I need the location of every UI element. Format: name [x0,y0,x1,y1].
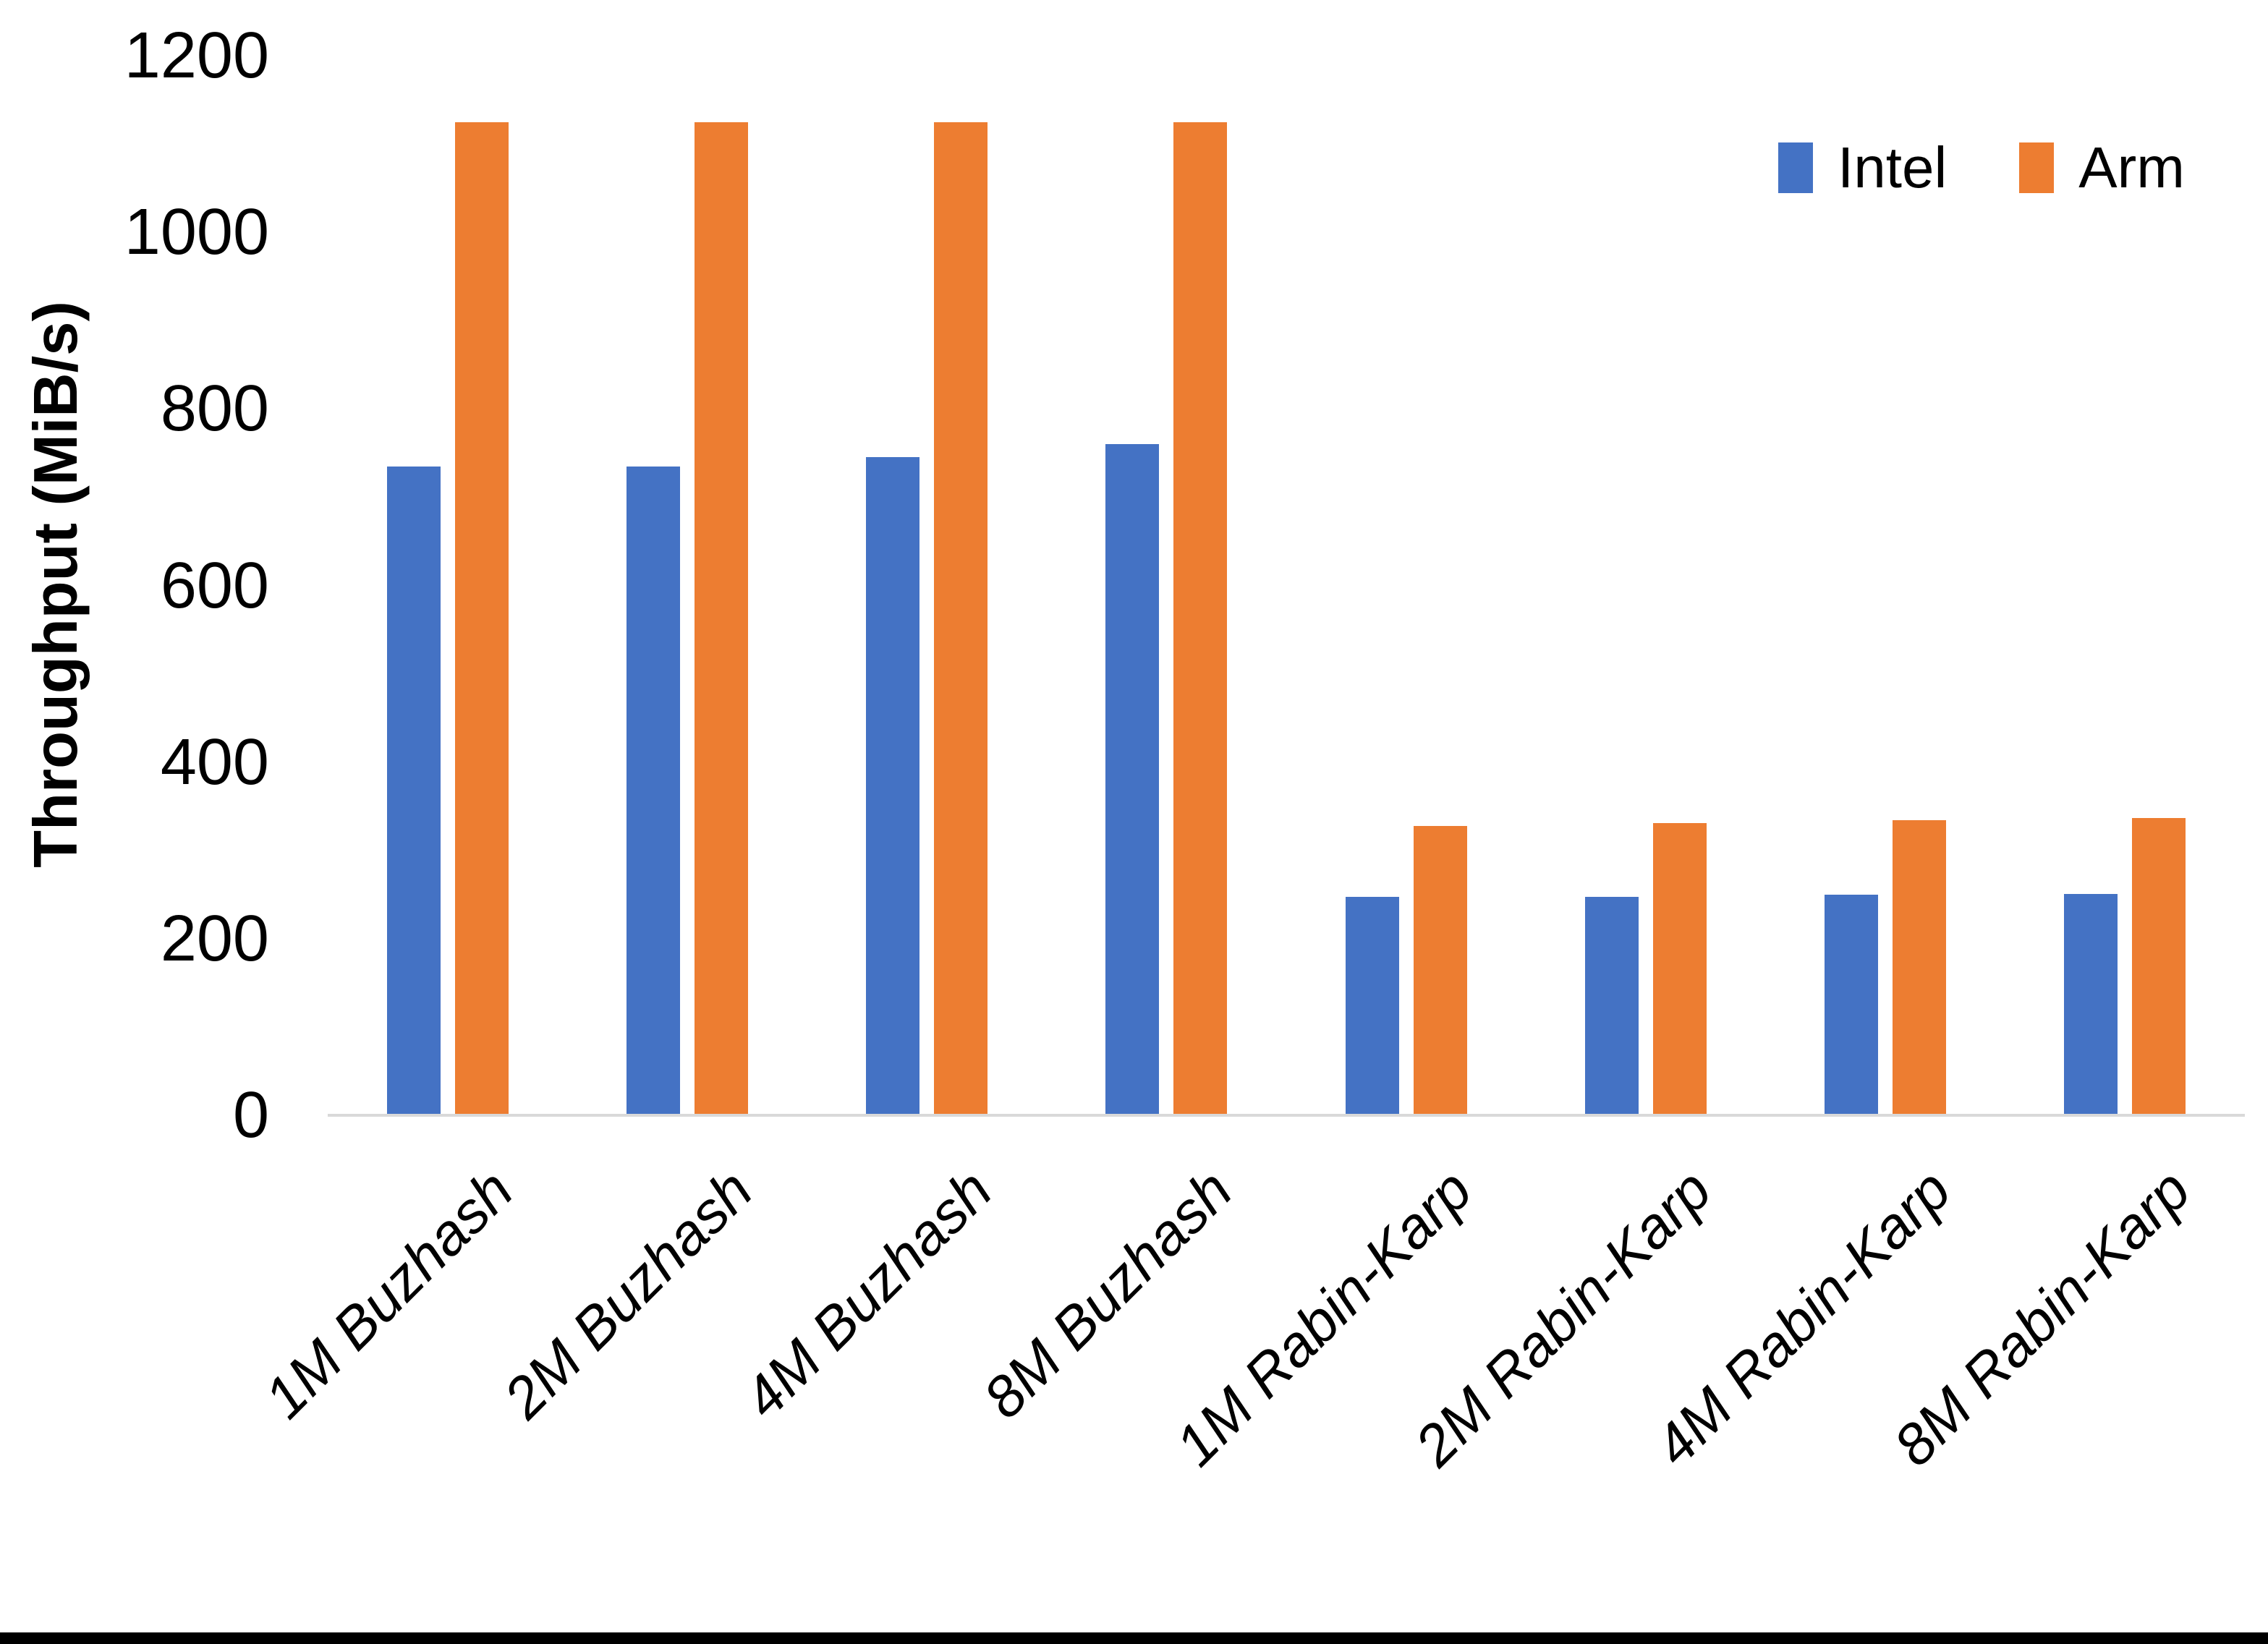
bar-arm-4m-buzhash [934,122,988,1115]
bar-arm-1m-buzhash [454,122,509,1115]
y-tick-label-800: 800 [160,372,269,446]
bar-intel-8m-rabin-karp [2064,893,2118,1115]
bar-intel-1m-rabin-karp [1345,897,1399,1115]
y-tick-label-1000: 1000 [124,196,269,269]
x-axis-label-1m-buzhash: 1M Buzhash [252,1157,525,1431]
bar-arm-1m-rabin-karp [1413,825,1467,1115]
bar-arm-8m-buzhash [1173,122,1228,1115]
y-tick-label-0: 0 [232,1079,269,1151]
bar-intel-4m-rabin-karp [1825,894,1879,1115]
x-axis-label-4m-buzhash: 4M Buzhash [731,1157,1005,1431]
y-tick-label-600: 600 [160,549,269,622]
bar-arm-2m-buzhash [694,122,748,1115]
bar-arm-2m-rabin-karp [1652,822,1707,1115]
legend-item-intel: Intel [1778,139,1947,197]
bar-arm-8m-rabin-karp [2132,817,2186,1115]
intel-legend-swatch [1778,142,1813,193]
intel-legend-label: Intel [1838,135,1948,200]
bar-intel-8m-buzhash [1105,444,1160,1115]
bar-intel-4m-buzhash [866,457,920,1115]
arm-legend-swatch [2019,142,2055,193]
bar-arm-4m-rabin-karp [1893,820,1947,1115]
screenshot-bottom-border [0,1632,2268,1644]
legend: Intel Arm [1778,139,2185,197]
bar-intel-2m-buzhash [626,466,680,1115]
x-axis-label-2m-buzhash: 2M Buzhash [491,1157,765,1431]
y-tick-label-200: 200 [160,902,269,975]
arm-legend-label: Arm [2078,135,2185,200]
bar-intel-1m-buzhash [386,466,441,1115]
legend-item-arm: Arm [2019,139,2185,197]
x-axis-line [328,1114,2245,1117]
y-tick-label-1200: 1200 [124,20,269,92]
y-tick-label-400: 400 [160,725,269,798]
bar-intel-2m-rabin-karp [1584,897,1639,1115]
